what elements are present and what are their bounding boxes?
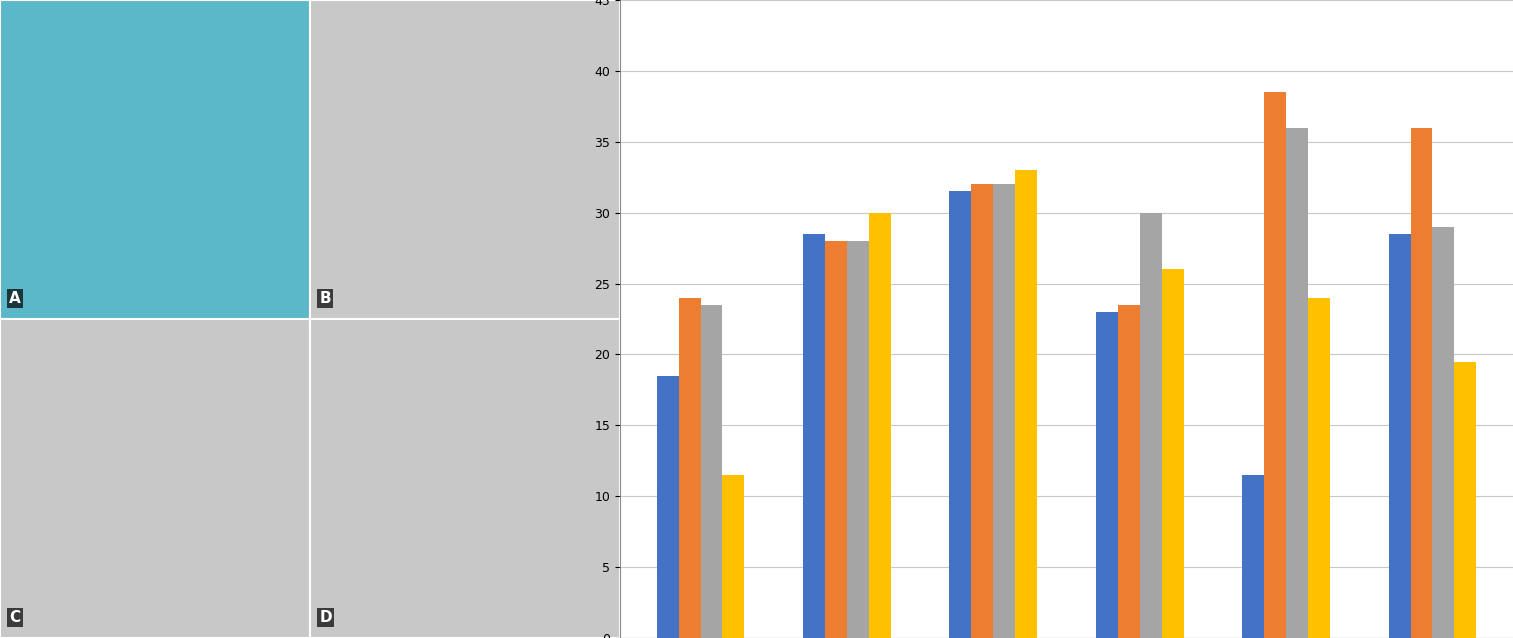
Bar bbox=[1286, 128, 1309, 638]
Bar bbox=[1118, 305, 1139, 638]
Bar bbox=[657, 376, 678, 638]
Bar bbox=[1162, 269, 1183, 638]
Text: B: B bbox=[319, 291, 331, 306]
Bar bbox=[1242, 475, 1265, 638]
Bar bbox=[803, 234, 825, 638]
Bar bbox=[1433, 227, 1454, 638]
Text: A: A bbox=[9, 291, 21, 306]
Bar bbox=[1389, 234, 1410, 638]
Bar bbox=[678, 298, 701, 638]
Bar bbox=[825, 241, 847, 638]
Text: C: C bbox=[9, 610, 20, 625]
Text: D: D bbox=[319, 610, 331, 625]
Bar bbox=[847, 241, 868, 638]
Bar bbox=[1454, 362, 1477, 638]
Bar bbox=[1139, 212, 1162, 638]
Bar bbox=[949, 191, 971, 638]
Bar bbox=[1015, 170, 1038, 638]
Bar bbox=[994, 184, 1015, 638]
Bar bbox=[1095, 312, 1118, 638]
Bar bbox=[723, 475, 744, 638]
Bar bbox=[868, 212, 891, 638]
Bar bbox=[701, 305, 723, 638]
Bar bbox=[1410, 128, 1433, 638]
Bar bbox=[1309, 298, 1330, 638]
Bar bbox=[1265, 92, 1286, 638]
Bar bbox=[971, 184, 994, 638]
